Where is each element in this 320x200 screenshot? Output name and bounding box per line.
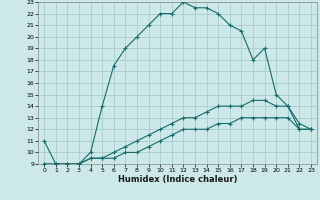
X-axis label: Humidex (Indice chaleur): Humidex (Indice chaleur) <box>118 175 237 184</box>
